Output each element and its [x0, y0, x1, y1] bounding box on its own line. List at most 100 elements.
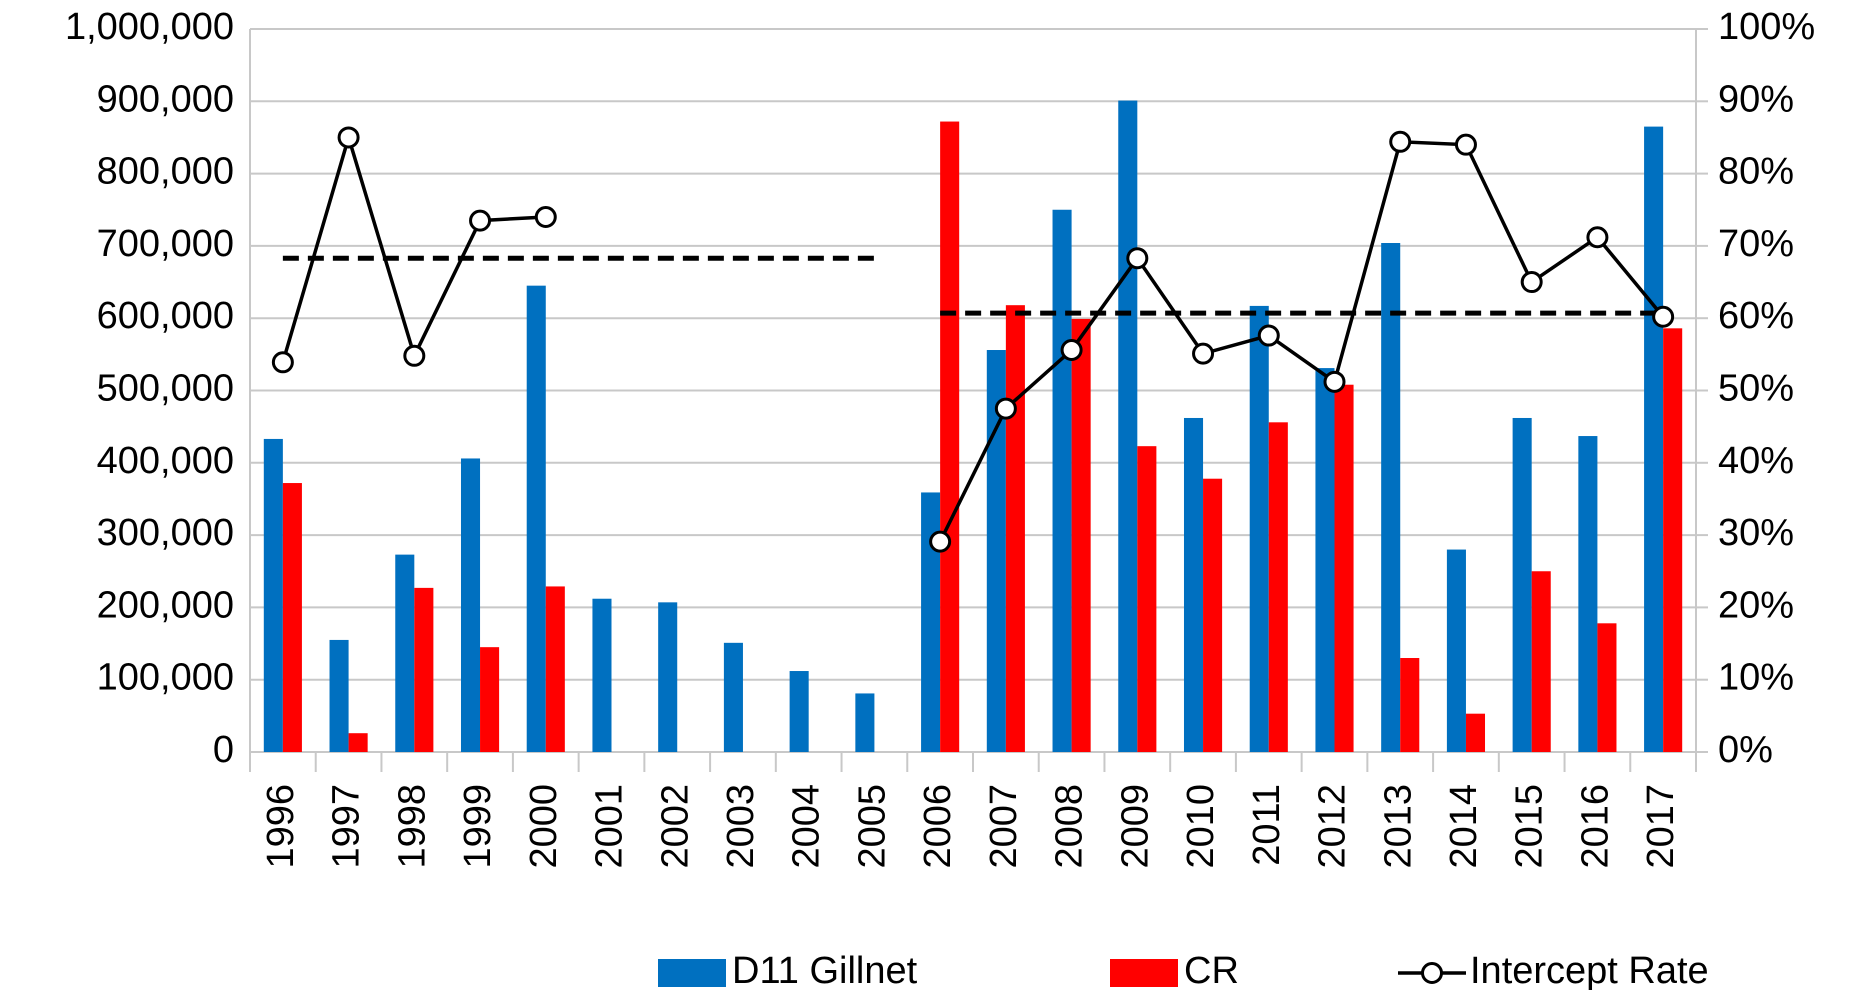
x-tick-label: 2012	[1312, 784, 1354, 869]
line-marker	[1586, 226, 1609, 249]
bar	[329, 639, 349, 752]
y-tick-label: 800,000	[97, 151, 234, 193]
y-tick-label: 700,000	[97, 223, 234, 265]
x-tick-label: 2002	[654, 784, 696, 869]
line-marker	[1192, 342, 1215, 365]
y-tick-label: 1,000,000	[65, 6, 234, 48]
bar	[1249, 305, 1269, 752]
bar	[414, 587, 434, 752]
y-tick-label: 400,000	[97, 440, 234, 482]
y2-tick-label: 20%	[1718, 584, 1794, 626]
line-marker	[929, 530, 952, 553]
bar	[1512, 417, 1532, 752]
bar	[723, 642, 743, 752]
y-tick-label: 200,000	[97, 584, 234, 626]
bar	[1381, 243, 1401, 752]
y-tick-label: 0	[213, 729, 234, 771]
line	[281, 131, 1665, 543]
x-tick-label: 2017	[1640, 784, 1682, 869]
bar	[480, 647, 500, 752]
bar	[1183, 417, 1204, 752]
bar	[986, 350, 1006, 752]
y2-tick-label: 100%	[1718, 6, 1815, 48]
bar	[1531, 571, 1551, 752]
legend-label: CR	[1184, 950, 1239, 990]
bar	[940, 121, 960, 752]
bar	[921, 492, 941, 752]
x-tick-label: 2010	[1180, 784, 1222, 869]
bar	[1268, 422, 1288, 752]
x-tick-label: 2003	[720, 784, 762, 869]
y2-tick-label: 40%	[1718, 440, 1794, 482]
bar	[1446, 549, 1466, 752]
line-marker	[1257, 324, 1280, 347]
x-tick-label: 2016	[1574, 784, 1616, 869]
bar	[395, 554, 415, 752]
line-marker	[1126, 247, 1149, 270]
y-tick-label: 100,000	[97, 657, 234, 699]
bar	[263, 438, 283, 752]
bar	[1400, 658, 1420, 752]
bar	[460, 458, 481, 752]
x-tick-label: 2013	[1377, 784, 1419, 869]
bar	[658, 602, 678, 752]
bar	[526, 285, 546, 752]
bar	[789, 671, 809, 752]
x-tick-label: 2015	[1509, 784, 1551, 869]
x-tick-label: 2009	[1114, 784, 1156, 869]
legend-label: Intercept Rate	[1470, 950, 1709, 990]
x-tick-label: 2005	[851, 784, 893, 869]
x-tick-label: 2004	[786, 784, 828, 869]
legend-label: D11 Gillnet	[732, 950, 918, 990]
bar	[1578, 436, 1598, 752]
line-marker	[1652, 305, 1675, 328]
line-marker	[994, 397, 1017, 420]
bar	[1644, 126, 1664, 753]
bar	[1137, 446, 1157, 752]
x-tick-label: 2014	[1443, 784, 1485, 869]
y2-tick-label: 70%	[1718, 223, 1794, 265]
bar	[1465, 713, 1486, 752]
y2-tick-label: 0%	[1718, 729, 1773, 771]
line-marker	[1060, 339, 1083, 362]
y-tick-label: 500,000	[97, 368, 234, 410]
bar	[1052, 209, 1072, 752]
y2-tick-label: 90%	[1718, 78, 1794, 120]
y-tick-label: 600,000	[97, 295, 234, 337]
line-marker	[403, 344, 426, 367]
y2-tick-label: 80%	[1718, 151, 1794, 193]
line-marker	[271, 351, 294, 374]
line-marker	[469, 209, 492, 232]
legend-swatch	[658, 959, 726, 987]
x-tick-label: 2000	[523, 784, 565, 869]
bar	[592, 598, 612, 752]
bar	[1071, 318, 1091, 752]
y2-tick-label: 50%	[1718, 368, 1794, 410]
line-marker	[1520, 271, 1543, 294]
x-tick-label: 1998	[391, 784, 433, 869]
legend-marker	[1421, 962, 1443, 984]
x-tick-label: 2011	[1246, 784, 1288, 866]
y2-tick-label: 60%	[1718, 295, 1794, 337]
x-tick-label: 1999	[457, 784, 499, 869]
bar	[1334, 384, 1354, 752]
bar	[1597, 623, 1617, 752]
bar	[348, 733, 368, 752]
x-tick-label: 2006	[917, 784, 959, 869]
y-tick-label: 900,000	[97, 78, 234, 120]
y2-tick-label: 10%	[1718, 657, 1794, 699]
y2-tick-label: 30%	[1718, 512, 1794, 554]
x-tick-label: 2001	[589, 784, 631, 869]
y-tick-label: 300,000	[97, 512, 234, 554]
x-tick-label: 2007	[983, 784, 1025, 869]
bar	[545, 586, 565, 752]
bar	[1663, 328, 1683, 752]
x-tick-label: 2008	[1049, 784, 1091, 869]
bar	[282, 483, 302, 752]
bar	[1315, 368, 1335, 752]
line-marker	[534, 205, 557, 228]
x-tick-label: 1996	[260, 784, 302, 869]
bar	[1118, 100, 1138, 752]
x-tick-label: 1997	[326, 784, 368, 869]
